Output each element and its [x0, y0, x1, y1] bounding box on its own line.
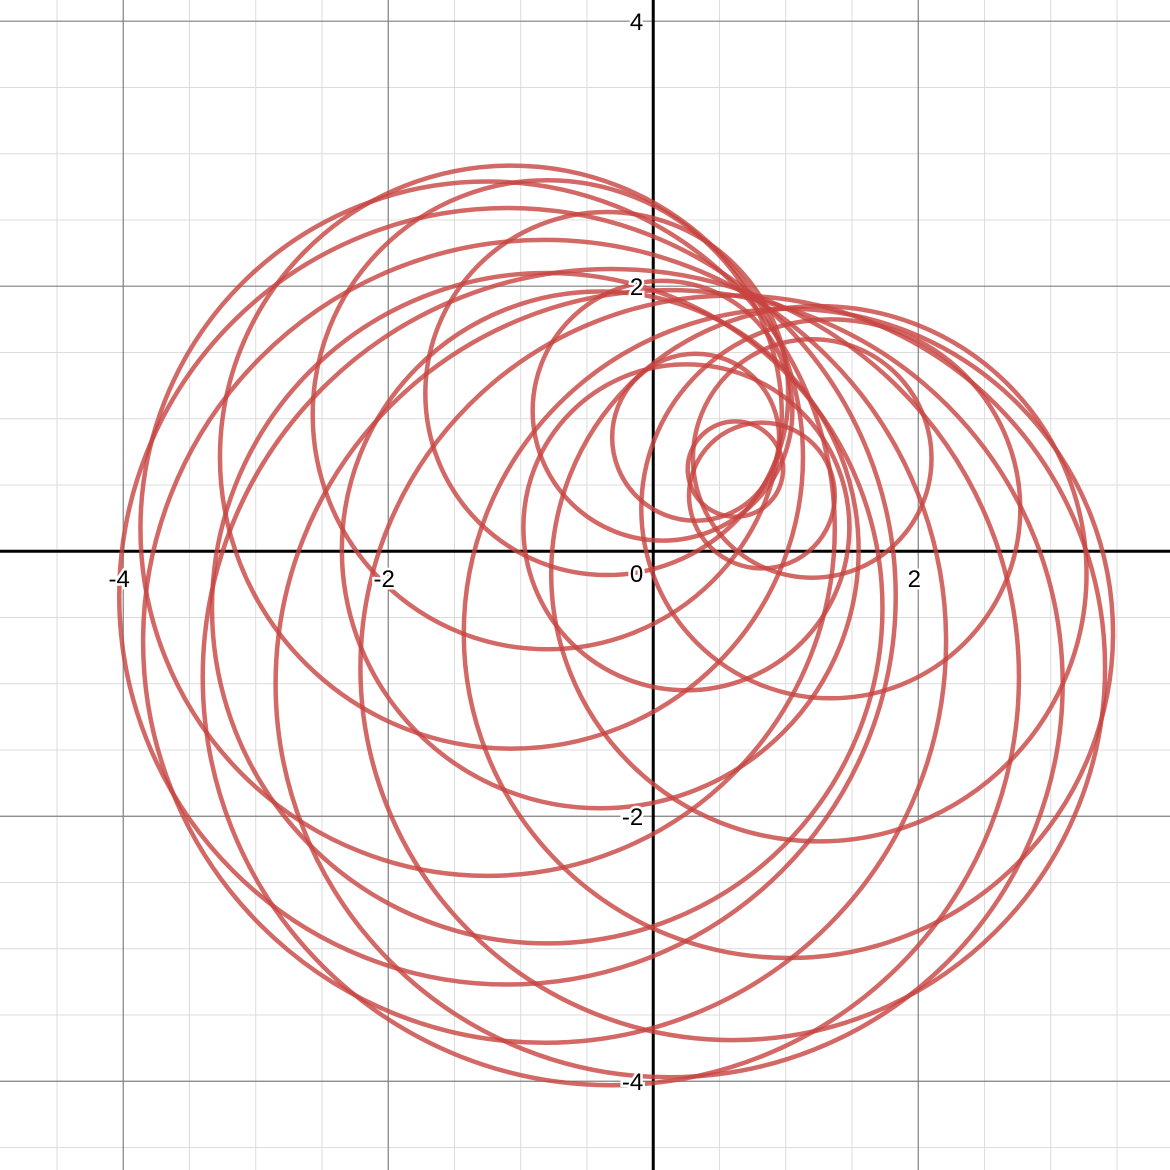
curve-circle	[138, 179, 838, 879]
curve-circle	[521, 362, 852, 693]
curve-circle	[200, 266, 1022, 1088]
x-tick-label: -4	[109, 566, 130, 593]
x-tick-label-origin: 0	[630, 561, 643, 588]
curve-circle	[690, 336, 934, 580]
curve-layer	[117, 163, 1116, 1088]
curve-circle	[117, 205, 898, 987]
x-tick-label: -2	[374, 566, 395, 593]
curve-circle	[530, 278, 795, 543]
y-tick-label: 2	[630, 274, 643, 301]
curve-circle	[209, 270, 885, 946]
y-tick-label: -4	[622, 1069, 643, 1096]
curve-circle	[339, 289, 861, 811]
curve-circle	[423, 209, 791, 578]
curve-circle	[140, 237, 949, 1046]
curve-circle	[310, 177, 785, 652]
curve-circle	[548, 303, 1089, 844]
curve-circle	[217, 163, 806, 751]
tick-labels: -4 -2 0 2 4 2 -2 -4	[106, 7, 923, 1099]
y-tick-label: -2	[622, 804, 643, 831]
curve-circle	[358, 293, 1108, 1043]
y-tick-label: 4	[630, 9, 643, 36]
curve-circle	[639, 317, 1023, 701]
curve-circle	[686, 420, 838, 571]
x-tick-label: 2	[908, 566, 921, 593]
